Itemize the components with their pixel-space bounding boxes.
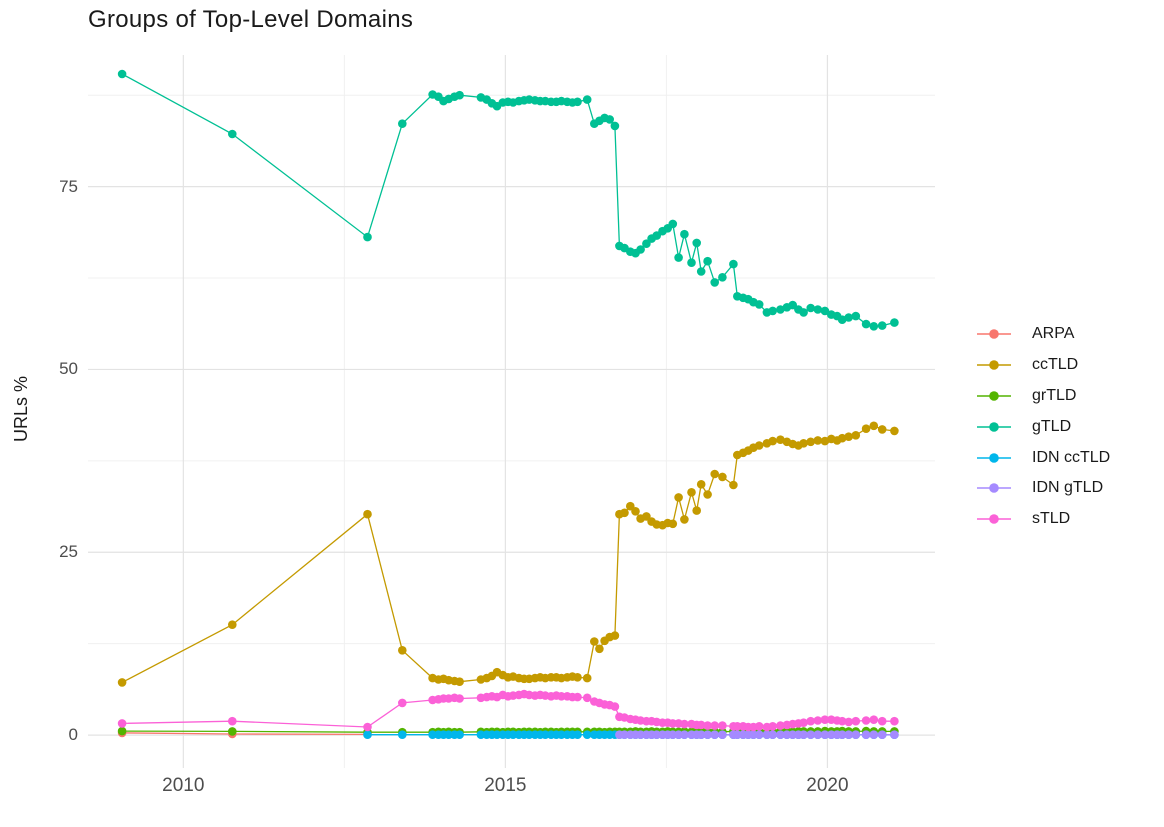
legend-key-gtld: [977, 421, 1011, 432]
series-points-gtld: [117, 69, 899, 331]
series-lines: [121, 73, 895, 736]
legend-item-gtld: gTLD: [976, 411, 1110, 442]
gridlines-major: [88, 55, 935, 768]
legend-key-stld: [977, 514, 1011, 524]
legend-label: sTLD: [1032, 510, 1071, 528]
legend-key-grtld: [977, 391, 1011, 401]
series-points: [117, 69, 899, 739]
legend-item-idn-gtld: IDN gTLD: [976, 473, 1110, 504]
legend-item-arpa: ARPA: [976, 319, 1110, 350]
legend-key-cctld: [977, 360, 1011, 370]
gridlines-minor: [88, 55, 935, 768]
series-line-gtld: [121, 73, 895, 327]
x-tick-label: 2010: [162, 775, 205, 796]
y-axis-title: URLs %: [11, 376, 31, 443]
y-tick-label: 75: [59, 176, 78, 196]
series-points-idn-gtld: [615, 730, 899, 739]
legend-item-grtld: grTLD: [976, 381, 1110, 412]
legend-label: gTLD: [1032, 417, 1072, 435]
legend-label: IDN ccTLD: [1032, 448, 1111, 466]
x-tick-label: 2015: [484, 775, 527, 796]
y-tick-label: 25: [59, 542, 78, 562]
chart-title: Groups of Top-Level Domains: [88, 6, 414, 33]
legend-item-idn-cctld: IDN ccTLD: [976, 442, 1110, 473]
legend-label: ccTLD: [1032, 356, 1079, 374]
series-points-cctld: [117, 421, 899, 687]
legend-item-stld: sTLD: [976, 504, 1110, 535]
legend-label: grTLD: [1032, 386, 1077, 404]
legend-label: IDN gTLD: [1032, 479, 1104, 497]
series-points-stld: [117, 689, 899, 732]
y-tick-label: 50: [59, 359, 78, 379]
y-tick-label: 0: [68, 725, 78, 745]
legend: ARPA ccTLD grTLD gTLD IDN ccTLD IDN gTLD sTLD: [976, 319, 1110, 535]
legend-label: ARPA: [1032, 325, 1075, 343]
legend-key-arpa: [977, 329, 1011, 340]
legend-key-idn-cctld: [977, 452, 1011, 463]
legend-key-idn-gtld: [977, 483, 1011, 494]
series-line-arpa: [122, 732, 368, 736]
legend-item-cctld: ccTLD: [976, 350, 1110, 381]
x-tick-label: 2020: [806, 775, 849, 796]
